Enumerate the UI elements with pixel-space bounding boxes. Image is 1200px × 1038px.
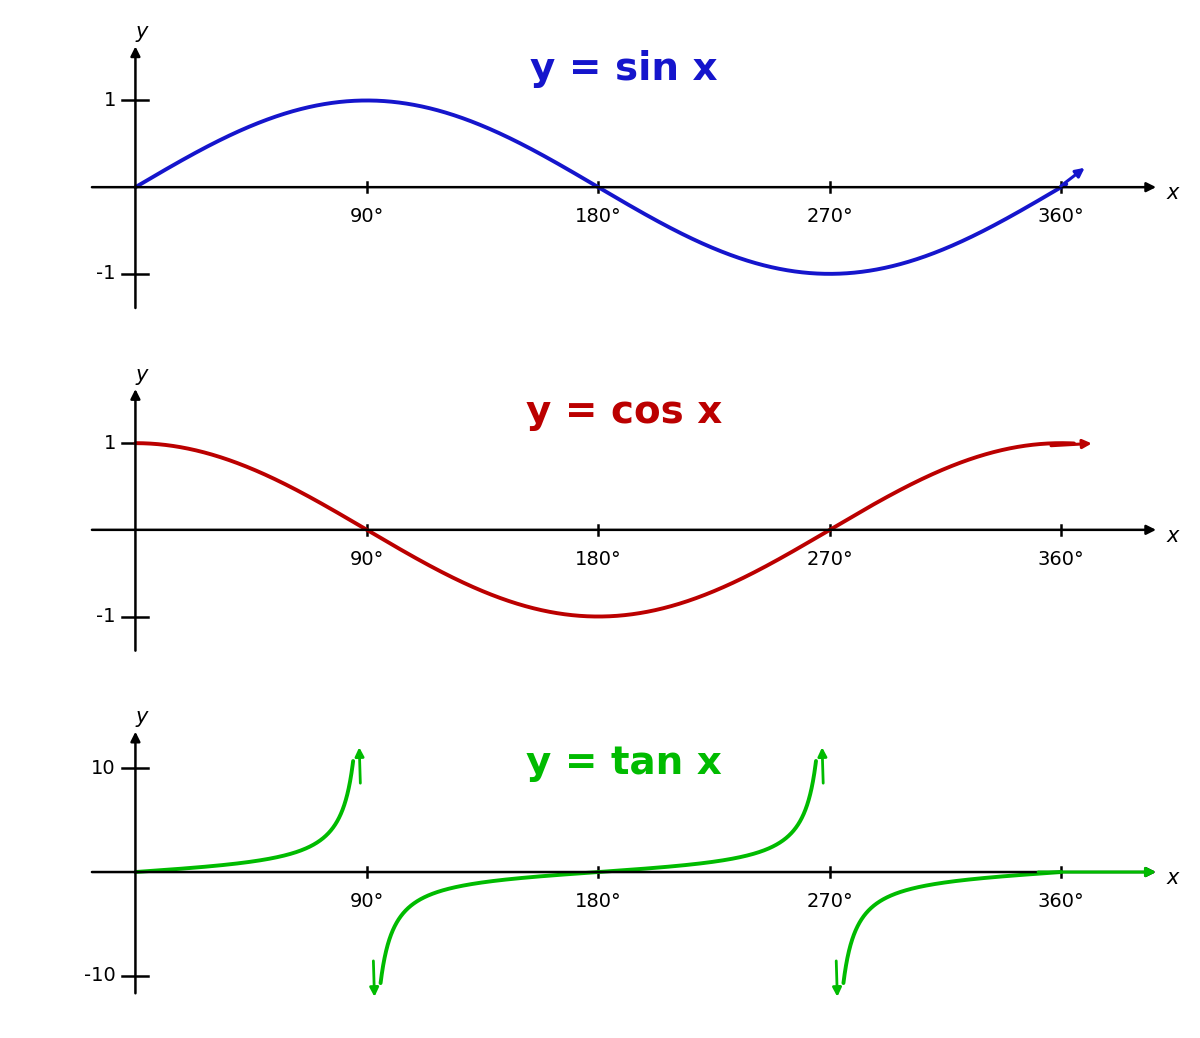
Text: 270°: 270° — [806, 893, 853, 911]
Text: 1: 1 — [103, 434, 116, 453]
Text: y = tan x: y = tan x — [526, 744, 722, 783]
Text: 180°: 180° — [575, 550, 622, 569]
Text: 180°: 180° — [575, 208, 622, 226]
Text: 180°: 180° — [575, 893, 622, 911]
Text: x: x — [1166, 184, 1178, 203]
Text: y: y — [136, 22, 148, 43]
Text: x: x — [1166, 526, 1178, 546]
Text: 360°: 360° — [1038, 893, 1085, 911]
Text: y = cos x: y = cos x — [526, 392, 722, 431]
Text: y: y — [136, 707, 148, 728]
Text: y: y — [136, 364, 148, 385]
Text: 90°: 90° — [349, 893, 384, 911]
Text: -1: -1 — [96, 265, 116, 283]
Text: 270°: 270° — [806, 550, 853, 569]
Text: -10: -10 — [84, 966, 116, 985]
Text: 360°: 360° — [1038, 550, 1085, 569]
Text: 90°: 90° — [349, 550, 384, 569]
Text: 90°: 90° — [349, 208, 384, 226]
Text: x: x — [1166, 868, 1178, 889]
Text: 270°: 270° — [806, 208, 853, 226]
Text: 1: 1 — [103, 91, 116, 110]
Text: 360°: 360° — [1038, 208, 1085, 226]
Text: y = sin x: y = sin x — [530, 50, 718, 88]
Text: -1: -1 — [96, 607, 116, 626]
Text: 10: 10 — [91, 759, 116, 777]
